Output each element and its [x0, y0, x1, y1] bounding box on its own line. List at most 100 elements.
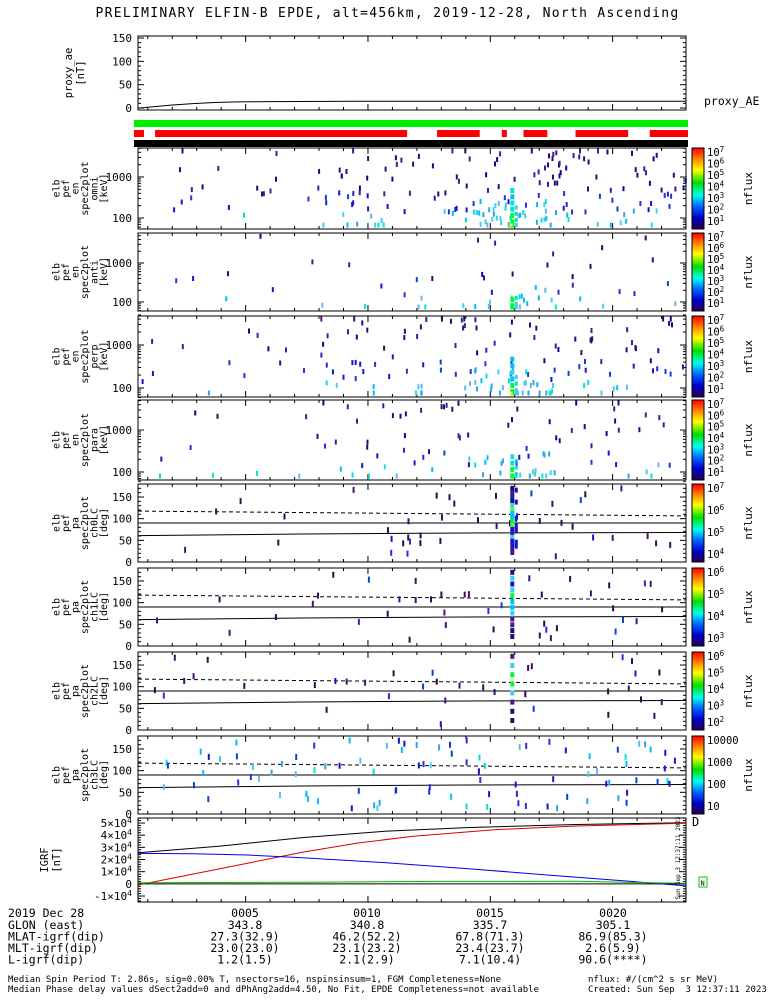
data-mark	[558, 160, 561, 166]
data-mark	[322, 222, 325, 228]
colorbar-tick-label: 105	[707, 587, 724, 601]
data-mark	[571, 523, 574, 530]
colorbar-tick-label: 106	[707, 325, 725, 339]
data-mark	[173, 654, 176, 661]
colorbar-tick-label: 104	[707, 431, 725, 445]
data-mark	[346, 222, 349, 228]
data-mark	[338, 762, 341, 769]
data-mark	[574, 336, 577, 342]
data-mark	[510, 460, 515, 466]
data-mark	[514, 305, 518, 309]
data-mark	[347, 329, 349, 335]
data-mark	[420, 383, 423, 389]
axis-ylabel: spec2plot	[80, 496, 91, 550]
data-mark	[493, 689, 496, 695]
data-mark	[340, 173, 343, 179]
colorbar-tick-label: 101	[707, 214, 724, 228]
data-mark	[590, 443, 593, 449]
data-mark	[638, 427, 641, 433]
data-mark	[554, 304, 557, 310]
data-mark	[372, 390, 375, 396]
data-mark	[366, 327, 369, 333]
data-mark	[507, 199, 510, 205]
data-mark	[481, 271, 484, 277]
axis-ylabel: en	[71, 266, 82, 278]
data-mark	[540, 591, 543, 598]
data-mark	[348, 262, 351, 268]
data-mark	[492, 207, 495, 213]
data-mark	[364, 303, 367, 309]
axis-ylabel: elb	[52, 347, 63, 365]
energy-ytick-label: 100	[112, 466, 132, 479]
data-mark	[403, 209, 406, 215]
status-bar-red	[437, 130, 480, 137]
data-mark	[486, 804, 489, 810]
data-mark	[579, 497, 582, 504]
data-mark	[570, 427, 573, 433]
igrf-ytick-label: 1×104	[101, 865, 133, 879]
data-mark	[435, 678, 438, 685]
data-mark	[643, 166, 646, 172]
data-mark	[405, 368, 408, 374]
data-mark	[597, 148, 599, 154]
data-mark	[488, 207, 491, 213]
data-mark	[492, 211, 495, 217]
data-mark	[331, 369, 334, 375]
data-mark	[352, 148, 355, 154]
axis-ylabel: pef	[61, 431, 72, 449]
data-mark	[494, 240, 497, 246]
axis-ylabel: spec2plot	[80, 329, 91, 383]
data-mark	[431, 669, 434, 676]
axis-ylabel: en	[71, 434, 82, 446]
data-mark	[259, 233, 262, 239]
data-mark	[342, 211, 345, 217]
data-mark	[392, 670, 395, 677]
data-mark	[656, 366, 659, 372]
data-mark	[448, 494, 451, 501]
data-mark	[634, 167, 637, 173]
data-mark	[218, 596, 221, 603]
data-mark	[438, 744, 441, 751]
data-mark	[545, 473, 548, 479]
data-mark	[351, 360, 354, 366]
data-mark	[346, 404, 349, 410]
proxy-ytick-label: 50	[119, 79, 132, 92]
axis-ylabel: [deg]	[99, 760, 110, 790]
energy-ytick-label: 1000	[106, 257, 133, 270]
data-mark	[646, 533, 649, 540]
data-mark	[622, 186, 625, 192]
data-mark	[422, 761, 425, 768]
data-mark	[350, 805, 353, 812]
data-mark	[555, 435, 558, 441]
data-mark	[664, 369, 667, 374]
table-cell-value: 305.1	[596, 918, 631, 932]
data-mark	[552, 251, 555, 257]
data-mark	[545, 626, 548, 633]
data-mark	[422, 362, 425, 368]
data-mark	[623, 212, 626, 218]
data-mark	[510, 467, 515, 472]
data-mark	[552, 383, 554, 388]
data-mark	[386, 610, 389, 617]
data-mark	[373, 802, 376, 809]
data-mark	[444, 697, 447, 704]
data-mark	[592, 534, 595, 541]
data-mark	[529, 322, 531, 328]
data-mark	[510, 525, 515, 531]
data-mark	[547, 162, 549, 168]
data-mark	[670, 193, 673, 199]
axis-ylabel: pef	[61, 514, 72, 532]
data-mark	[215, 508, 218, 515]
data-mark	[294, 771, 297, 778]
data-mark	[307, 196, 310, 202]
igrf-series-B-total	[137, 822, 687, 854]
data-mark	[548, 419, 551, 425]
data-mark	[519, 212, 522, 218]
data-mark	[668, 320, 671, 326]
data-mark	[510, 513, 515, 519]
colorbar-tick-label: 107	[707, 313, 724, 327]
data-mark	[207, 390, 210, 396]
table-cell-value: 90.6(****)	[578, 953, 647, 967]
data-mark	[267, 346, 270, 352]
